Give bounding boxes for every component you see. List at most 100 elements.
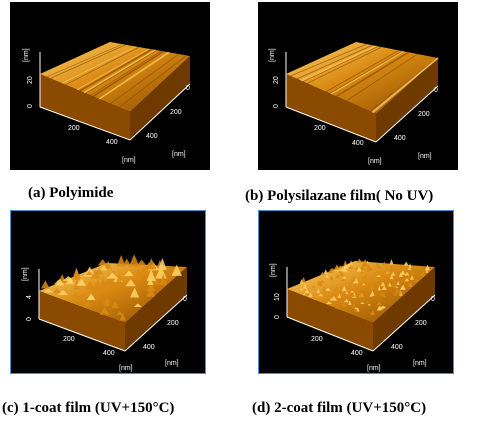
y-tick-1-d: 0 [431, 296, 435, 303]
surface-streak-a [85, 49, 158, 94]
surface-peak-d [370, 290, 375, 296]
surface-peak-d [398, 272, 403, 277]
surface-peak-d [360, 271, 365, 274]
surface-peak-c [65, 276, 74, 285]
surface-peak-d [380, 281, 386, 287]
surface-peak-d [303, 283, 307, 287]
surface-peak-d [337, 265, 343, 269]
surface-peak-c [134, 268, 143, 281]
surface-top-d [287, 261, 435, 323]
surface-peak-d [368, 285, 375, 290]
surface-peak-c [85, 270, 94, 276]
surface-streak-b [325, 50, 400, 93]
surface-front-right-d [373, 267, 435, 351]
surface-peak-d [385, 267, 390, 273]
surface-streak-a [61, 46, 137, 84]
surface-peak-c [83, 300, 92, 307]
x-tick-1-c: 200 [63, 336, 75, 343]
surface-peak-c [133, 303, 142, 307]
surface-streak-a [98, 51, 170, 100]
surface-streak-a [110, 53, 180, 105]
surface-front-right-b [376, 58, 438, 142]
surface-peak-c [137, 259, 147, 266]
surface-peak-d [367, 303, 371, 306]
surface-peak-d [372, 271, 378, 275]
surface-peak-c [111, 301, 120, 309]
y-unit-c: [nm] [165, 360, 179, 367]
surface-peak-d [403, 261, 409, 266]
afm-image-c: [nm] 4 0 200 400 [nm] 0 200 400 [nm] [22, 254, 188, 372]
surface-streak-a [90, 50, 162, 96]
surface-peak-d [378, 291, 385, 296]
surface-peak-d [350, 279, 355, 282]
surface-peak-d [389, 265, 394, 269]
surface-peak-d [377, 285, 381, 291]
z-tick-a: 20 [27, 76, 34, 84]
surface-peak-d [319, 279, 326, 284]
y-tick-1-a: 0 [186, 85, 190, 92]
surface-c [39, 254, 187, 351]
surface-peak-d [322, 286, 327, 289]
y-tick-1-c: 0 [183, 296, 187, 303]
surface-peak-d [339, 271, 345, 277]
afm-panel-b: [nm] 20 0 200 400 [nm] 0 200 400 [nm] [258, 2, 458, 170]
surface-peak-d [323, 269, 328, 274]
surface-peak-d [369, 294, 373, 297]
surface-peak-d [381, 285, 387, 290]
surface-peak-d [352, 302, 356, 308]
surface-peak-d [414, 279, 420, 282]
surface-peak-d [391, 270, 396, 276]
surface-peak-c [141, 265, 148, 274]
z-zero-d: 0 [274, 315, 281, 319]
surface-peak-d [318, 293, 324, 297]
surface-peak-d [376, 300, 382, 306]
surface-peak-d [347, 292, 352, 298]
y-tick-1-b: 0 [434, 87, 438, 94]
surface-peak-d [376, 306, 382, 311]
surface-peak-d [346, 281, 352, 284]
surface-peak-d [389, 267, 394, 273]
z-unit-label-b: [nm] [269, 48, 276, 62]
surface-peak-d [354, 307, 358, 310]
surface-peak-d [395, 286, 399, 288]
surface-peak-c [100, 265, 107, 271]
surface-peak-d [365, 262, 369, 267]
surface-front-left-d [287, 289, 373, 351]
surface-streak-a [118, 55, 187, 108]
surface-peak-c [125, 279, 136, 287]
y-unit-b: [nm] [418, 153, 432, 160]
surface-peak-d [407, 275, 411, 280]
surface-peak-d [366, 264, 371, 270]
surface-top-a [40, 42, 190, 112]
surface-peak-c [116, 310, 123, 316]
y-unit-d: [nm] [413, 360, 427, 367]
x-tick-1-b: 200 [314, 125, 326, 132]
surface-peak-c [147, 277, 154, 286]
surface-peak-d [304, 292, 310, 296]
afm-image-a: [nm] 20 0 200 400 [nm] 0 200 400 [nm] [23, 42, 191, 164]
x-unit-c: [nm] [119, 365, 133, 372]
surface-peak-d [375, 269, 380, 273]
surface-peak-d [334, 306, 340, 309]
surface-peak-d [356, 307, 360, 312]
surface-b [286, 42, 439, 142]
surface-peak-d [408, 262, 412, 269]
surface-peak-d [356, 266, 362, 272]
surface-streak-b [290, 43, 367, 77]
y-tick-2-c: 200 [167, 320, 179, 327]
surface-top-b [286, 42, 438, 114]
surface-peak-c [146, 285, 155, 297]
surface-peak-c [159, 273, 167, 285]
surface-a [40, 42, 190, 140]
surface-peak-d [396, 281, 400, 286]
surface-peak-d [316, 280, 322, 286]
surface-peak-c [128, 254, 140, 267]
surface-peak-c [106, 272, 119, 279]
surface-front-left-c [39, 291, 125, 351]
surface-peak-d [361, 275, 368, 280]
surface-d [287, 258, 435, 351]
caption-d: (d) 2-coat film (UV+150°C) [252, 400, 427, 416]
surface-peak-d [360, 263, 365, 269]
surface-streak-b [336, 51, 409, 98]
surface-peak-d [334, 286, 340, 290]
